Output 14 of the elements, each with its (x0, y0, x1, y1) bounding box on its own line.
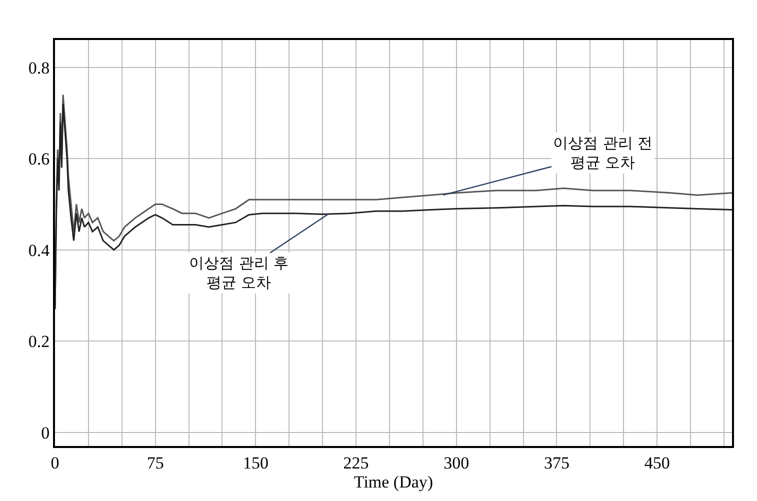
y-tick-label: 0.8 (28, 58, 50, 78)
annotation: 이상점 관리 전 평균 오차 (553, 134, 653, 172)
x-tick-label: 300 (444, 453, 470, 472)
y-tick-label: 0.6 (28, 150, 50, 169)
x-tick-label: 150 (242, 453, 268, 472)
x-tick-label: 225 (343, 453, 369, 472)
y-tick-label: 0.4 (28, 240, 50, 260)
y-tick-label: 0.2 (28, 332, 50, 352)
annotation: 이상점 관리 후 평균 오차 (189, 254, 289, 292)
x-tick-label: 450 (644, 453, 670, 472)
x-tick-label: 375 (544, 453, 570, 472)
y-tick-label: 0 (41, 423, 50, 442)
x-axis-title: Time (Day) (354, 472, 434, 492)
x-tick-label: 75 (146, 453, 164, 472)
